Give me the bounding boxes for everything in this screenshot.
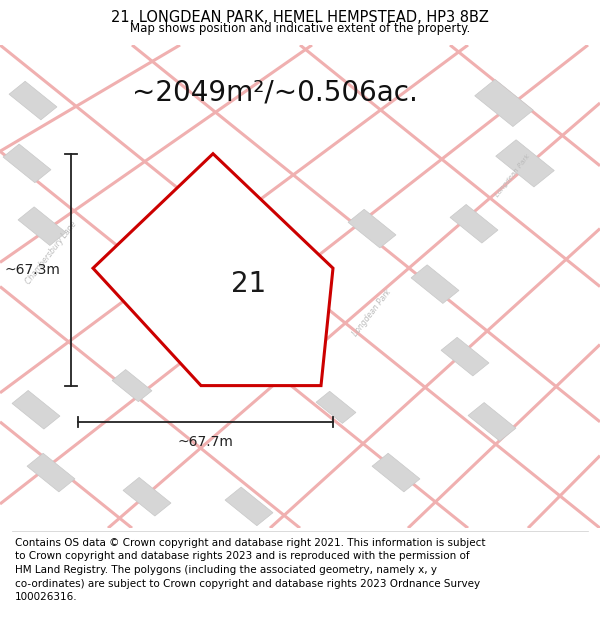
Text: Longdean Park: Longdean Park [494,153,532,198]
Polygon shape [12,391,60,429]
Polygon shape [9,81,57,120]
Polygon shape [3,144,51,182]
Polygon shape [18,207,66,246]
Text: Chambersbury Lane: Chambersbury Lane [23,219,79,286]
Text: Longdean Park: Longdean Park [351,288,393,338]
Polygon shape [93,154,333,386]
Polygon shape [27,453,75,492]
Polygon shape [441,338,489,376]
Text: ~67.3m: ~67.3m [4,262,60,277]
Text: 21: 21 [232,270,266,298]
Polygon shape [372,453,420,492]
Polygon shape [112,369,152,402]
Polygon shape [225,487,273,526]
Polygon shape [475,79,533,126]
Polygon shape [450,204,498,243]
Polygon shape [316,391,356,423]
Text: Map shows position and indicative extent of the property.: Map shows position and indicative extent… [130,22,470,35]
Polygon shape [496,140,554,187]
Text: ~67.7m: ~67.7m [178,436,233,449]
Text: 21, LONGDEAN PARK, HEMEL HEMPSTEAD, HP3 8BZ: 21, LONGDEAN PARK, HEMEL HEMPSTEAD, HP3 … [111,10,489,25]
Polygon shape [348,209,396,248]
Text: Contains OS data © Crown copyright and database right 2021. This information is : Contains OS data © Crown copyright and d… [15,538,485,602]
Polygon shape [468,402,516,441]
Polygon shape [123,478,171,516]
Polygon shape [411,265,459,304]
Text: ~2049m²/~0.506ac.: ~2049m²/~0.506ac. [132,79,418,107]
